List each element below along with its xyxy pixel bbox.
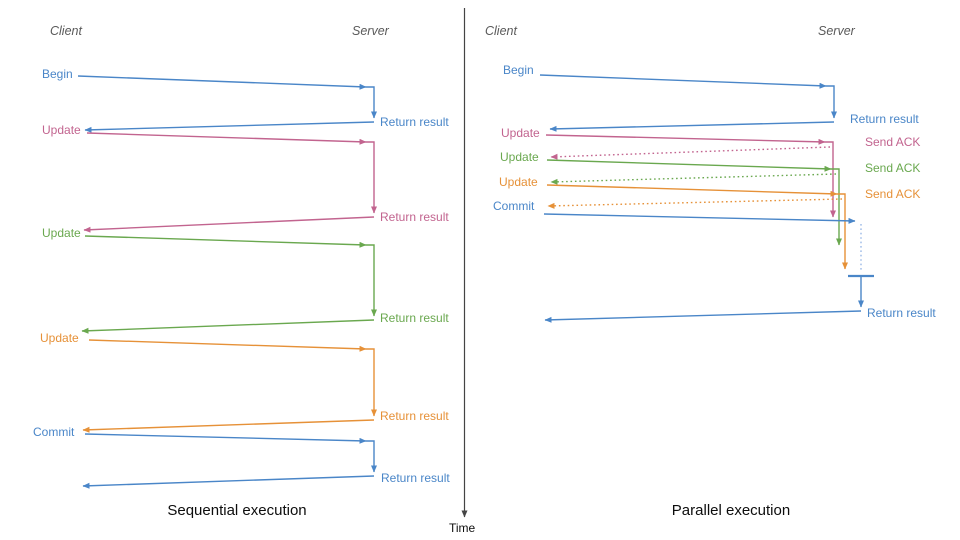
message-arrow — [366, 244, 377, 317]
message-arrow — [549, 121, 835, 132]
column-header-client-parallel: Client — [485, 24, 517, 38]
message-arrow — [77, 75, 367, 90]
ack-dotted-arrow — [550, 173, 837, 185]
message-label: Update — [500, 150, 539, 164]
message-arrow — [831, 168, 842, 246]
time-axis-label: Time — [449, 521, 476, 535]
message-label: Commit — [33, 425, 75, 439]
message-label: Return result — [380, 210, 449, 224]
message-arrow — [546, 184, 838, 197]
message-arrow — [366, 141, 377, 214]
message-label: Return result — [380, 115, 449, 129]
ack-dotted-arrow — [547, 198, 843, 209]
message-label: Return result — [850, 112, 919, 126]
message-label: Commit — [493, 199, 535, 213]
message-arrow — [88, 339, 367, 352]
column-header-server-sequential: Server — [352, 24, 389, 38]
message-label: Update — [42, 226, 81, 240]
message-arrow — [366, 440, 377, 473]
message-label: Return result — [867, 306, 936, 320]
message-label: Update — [40, 331, 79, 345]
ack-dotted-arrow — [550, 146, 831, 160]
message-label: Update — [499, 175, 538, 189]
message-label: Update — [42, 123, 81, 137]
message-label: Return result — [381, 471, 450, 485]
message-label: Return result — [380, 311, 449, 325]
panel-title-parallel: Parallel execution — [671, 502, 791, 519]
column-header-server-parallel: Server — [818, 24, 855, 38]
message-arrow — [86, 132, 367, 145]
message-arrow — [539, 74, 827, 89]
message-arrow — [825, 141, 836, 218]
message-label: Update — [501, 126, 540, 140]
message-label: Return result — [380, 409, 449, 423]
message-arrow — [546, 159, 832, 172]
panel-title-sequential: Sequential execution — [167, 502, 307, 519]
message-arrow — [366, 86, 377, 119]
message-arrow — [82, 475, 375, 489]
message-label: Send ACK — [865, 135, 920, 149]
message-arrow — [826, 85, 837, 119]
message-label: Begin — [42, 67, 73, 81]
message-arrow — [837, 193, 848, 270]
message-arrow — [84, 121, 375, 133]
column-header-client-sequential: Client — [50, 24, 82, 38]
message-label: Send ACK — [865, 161, 920, 175]
message-arrow — [545, 134, 826, 145]
message-arrow — [82, 419, 375, 433]
message-arrow — [366, 348, 377, 417]
message-arrow — [84, 235, 367, 248]
message-arrow — [83, 216, 375, 233]
message-arrow — [544, 310, 862, 323]
message-label: Begin — [503, 63, 534, 77]
message-arrow — [84, 433, 367, 444]
message-arrow — [81, 319, 375, 334]
message-arrow — [543, 213, 856, 224]
message-label: Send ACK — [865, 187, 920, 201]
